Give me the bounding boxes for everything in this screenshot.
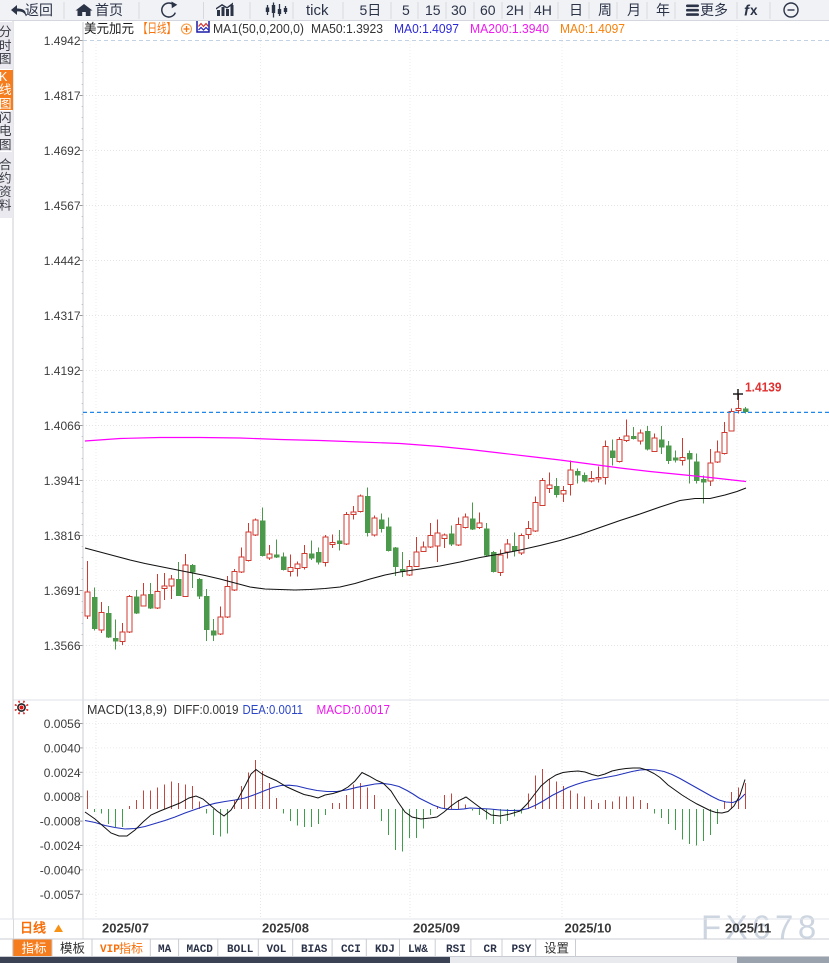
svg-text:RSI: RSI <box>446 944 466 956</box>
svg-text:MA: MA <box>158 944 172 956</box>
svg-text:设置: 设置 <box>544 941 569 956</box>
svg-text:5: 5 <box>402 2 410 18</box>
svg-text:图: 图 <box>0 138 12 152</box>
svg-text:1.4567: 1.4567 <box>44 199 81 213</box>
svg-text:2025/07: 2025/07 <box>102 921 149 936</box>
svg-text:PSY: PSY <box>512 944 532 956</box>
svg-text:BIAS: BIAS <box>301 944 328 956</box>
svg-text:约: 约 <box>0 171 12 186</box>
svg-text:电: 电 <box>0 124 12 138</box>
svg-text:1.3566: 1.3566 <box>44 639 81 653</box>
svg-text:tick: tick <box>306 2 329 19</box>
svg-text:-0.0057: -0.0057 <box>40 888 81 902</box>
svg-text:年: 年 <box>656 2 670 18</box>
svg-text:-0.0040: -0.0040 <box>40 863 81 877</box>
svg-text:MA0:1.4097: MA0:1.4097 <box>394 21 459 36</box>
svg-text:返回: 返回 <box>25 2 53 18</box>
svg-text:MA1(50,0,200,0): MA1(50,0,200,0) <box>213 21 304 36</box>
svg-text:美元加元: 美元加元 <box>84 21 134 36</box>
svg-text:1.3941: 1.3941 <box>44 474 81 488</box>
svg-text:1.4192: 1.4192 <box>44 364 81 378</box>
svg-text:DEA:0.0011: DEA:0.0011 <box>243 702 304 717</box>
svg-text:1.3691: 1.3691 <box>44 584 81 598</box>
svg-text:更多: 更多 <box>700 2 728 18</box>
svg-text:月: 月 <box>627 2 641 18</box>
svg-text:合: 合 <box>0 157 12 172</box>
svg-text:资: 资 <box>0 185 12 199</box>
svg-text:1.4442: 1.4442 <box>44 254 81 268</box>
svg-text:指标: 指标 <box>119 941 143 956</box>
svg-text:x: x <box>750 3 758 18</box>
svg-text:1.4139: 1.4139 <box>745 380 782 395</box>
svg-text:模板: 模板 <box>60 942 86 956</box>
svg-text:MACD(13,8,9): MACD(13,8,9) <box>87 702 167 717</box>
svg-text:15: 15 <box>425 2 441 18</box>
svg-text:时: 时 <box>0 39 12 53</box>
svg-text:K: K <box>0 70 8 84</box>
svg-text:2025/08: 2025/08 <box>262 921 309 936</box>
svg-text:KDJ: KDJ <box>375 944 395 956</box>
svg-text:0.0040: 0.0040 <box>44 741 81 755</box>
svg-text:CR: CR <box>484 944 498 956</box>
svg-text:-0.0024: -0.0024 <box>40 839 81 853</box>
svg-text:BOLL: BOLL <box>227 944 254 956</box>
svg-text:2025/09: 2025/09 <box>413 921 460 936</box>
svg-text:1.4817: 1.4817 <box>44 89 81 103</box>
svg-text:MA50:1.3923: MA50:1.3923 <box>311 21 383 36</box>
svg-text:0.0008: 0.0008 <box>44 790 81 804</box>
svg-text:闪: 闪 <box>0 111 12 125</box>
svg-text:f: f <box>744 3 751 20</box>
svg-text:MACD: MACD <box>187 944 214 956</box>
svg-text:0.0024: 0.0024 <box>44 766 81 780</box>
svg-text:料: 料 <box>0 199 12 213</box>
svg-text:1.4317: 1.4317 <box>44 309 81 323</box>
svg-text:2H: 2H <box>506 2 524 18</box>
svg-text:指标: 指标 <box>22 941 47 956</box>
svg-text:MA200:1.3940: MA200:1.3940 <box>470 21 549 36</box>
svg-text:周: 周 <box>598 2 612 18</box>
svg-text:1.3816: 1.3816 <box>44 529 81 543</box>
svg-text:图: 图 <box>0 52 12 66</box>
svg-text:1.4692: 1.4692 <box>44 144 81 158</box>
svg-text:5日: 5日 <box>360 2 382 18</box>
svg-text:图: 图 <box>0 97 12 111</box>
svg-text:日线: 日线 <box>20 921 46 936</box>
svg-text:MA0:1.4097: MA0:1.4097 <box>560 21 625 36</box>
svg-text:首页: 首页 <box>95 2 123 18</box>
svg-text:VOL: VOL <box>267 944 287 956</box>
svg-text:CCI: CCI <box>341 944 361 956</box>
svg-text:线: 线 <box>0 83 12 97</box>
svg-text:1.4066: 1.4066 <box>44 419 81 433</box>
svg-text:【日线】: 【日线】 <box>138 21 176 36</box>
svg-text:30: 30 <box>451 2 467 18</box>
svg-text:LW&: LW& <box>408 944 428 956</box>
svg-text:日: 日 <box>569 2 583 18</box>
svg-text:DIFF:0.0019: DIFF:0.0019 <box>174 702 239 717</box>
svg-text:1.4942: 1.4942 <box>44 34 81 48</box>
svg-text:-0.0008: -0.0008 <box>40 815 81 829</box>
svg-text:2025/11: 2025/11 <box>725 921 771 936</box>
svg-text:2025/10: 2025/10 <box>565 921 612 936</box>
svg-text:分: 分 <box>0 25 12 39</box>
svg-text:0.0056: 0.0056 <box>44 717 81 731</box>
svg-text:VIP: VIP <box>100 944 120 956</box>
svg-text:60: 60 <box>480 2 496 18</box>
svg-text:MACD:0.0017: MACD:0.0017 <box>317 702 391 717</box>
svg-text:4H: 4H <box>534 2 552 18</box>
